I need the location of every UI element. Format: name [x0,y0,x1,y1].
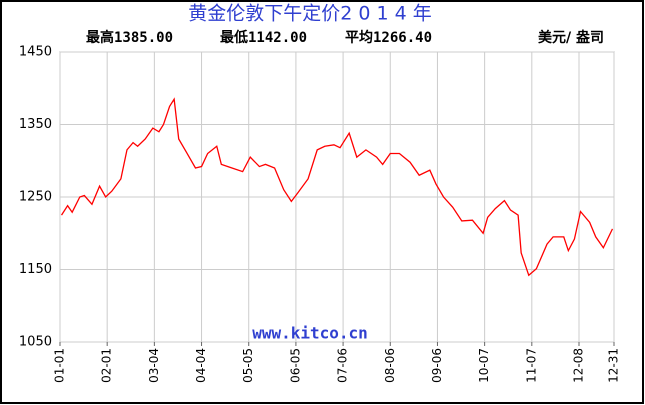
stat: 平均1266.40 [345,29,432,46]
x-tick-label: 06-05 [288,348,302,383]
x-tick-label: 04-04 [194,348,208,383]
x-tick-label: 11-07 [524,348,538,383]
x-tick-label: 12-08 [571,348,585,383]
chart-title: 黄金伦敦下午定价2 0 1 4 年 [188,3,432,25]
y-tick-label: 1350 [19,117,52,132]
x-tick-label: 10-07 [477,348,491,383]
x-tick-label: 02-01 [100,348,114,383]
line [60,97,614,277]
stat: 最高1385.00 [86,29,173,46]
x-tick-label: 12-31 [607,348,621,383]
unit: 美元/ 盎司 [538,29,604,46]
x-tick-label: 01-01 [53,348,67,383]
x-tick-label: 05-05 [241,348,255,383]
x-tick-label: 03-04 [147,348,161,383]
y-tick-label: 1050 [19,335,52,350]
y-tick-label: 1250 [19,190,52,205]
y-tick-label: 1450 [19,45,52,60]
x-tick-label: 09-06 [430,348,444,383]
y-tick-label: 1150 [19,262,52,277]
watermark: www.kitco.cn [252,324,368,343]
stat: 最低1142.00 [220,29,307,46]
x-tick-label: 08-06 [383,348,397,383]
x-tick-label: 07-06 [336,348,350,383]
